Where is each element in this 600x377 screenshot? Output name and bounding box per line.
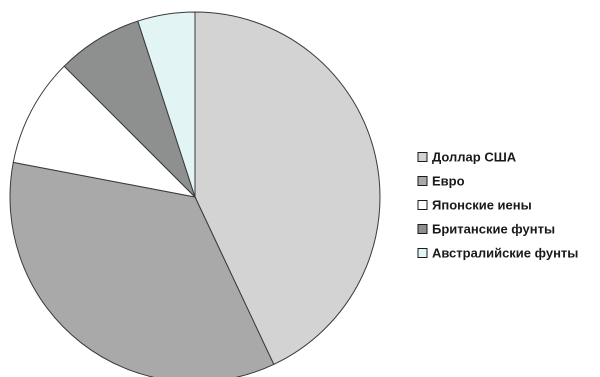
- legend-label: Доллар США: [432, 150, 517, 165]
- legend-item: Евро: [417, 174, 465, 189]
- pie-slice-1: [194, 11, 381, 366]
- legend-swatch: [417, 200, 428, 210]
- legend-label: Австралийские фунты: [432, 246, 578, 261]
- legend-item: Австралийские фунты: [417, 246, 578, 261]
- legend-swatch: [417, 224, 428, 234]
- pie-slice-3: [12, 65, 197, 198]
- legend-item: Японские иены: [417, 198, 532, 213]
- pie-slices: [9, 11, 381, 377]
- legend-swatch: [417, 152, 428, 162]
- legend-item: Доллар США: [417, 150, 517, 165]
- legend-item: Британские фунты: [417, 222, 555, 237]
- legend-label: Британские фунты: [432, 222, 555, 237]
- legend-label: Японские иены: [432, 198, 532, 213]
- legend-label: Евро: [432, 174, 465, 189]
- legend-swatch: [417, 176, 428, 186]
- pie-slice-5: [137, 11, 196, 198]
- pie-slice-2: [9, 161, 275, 377]
- legend-swatch: [417, 248, 428, 258]
- legend: Доллар США Евро Японские иены Британские фу…: [417, 150, 578, 261]
